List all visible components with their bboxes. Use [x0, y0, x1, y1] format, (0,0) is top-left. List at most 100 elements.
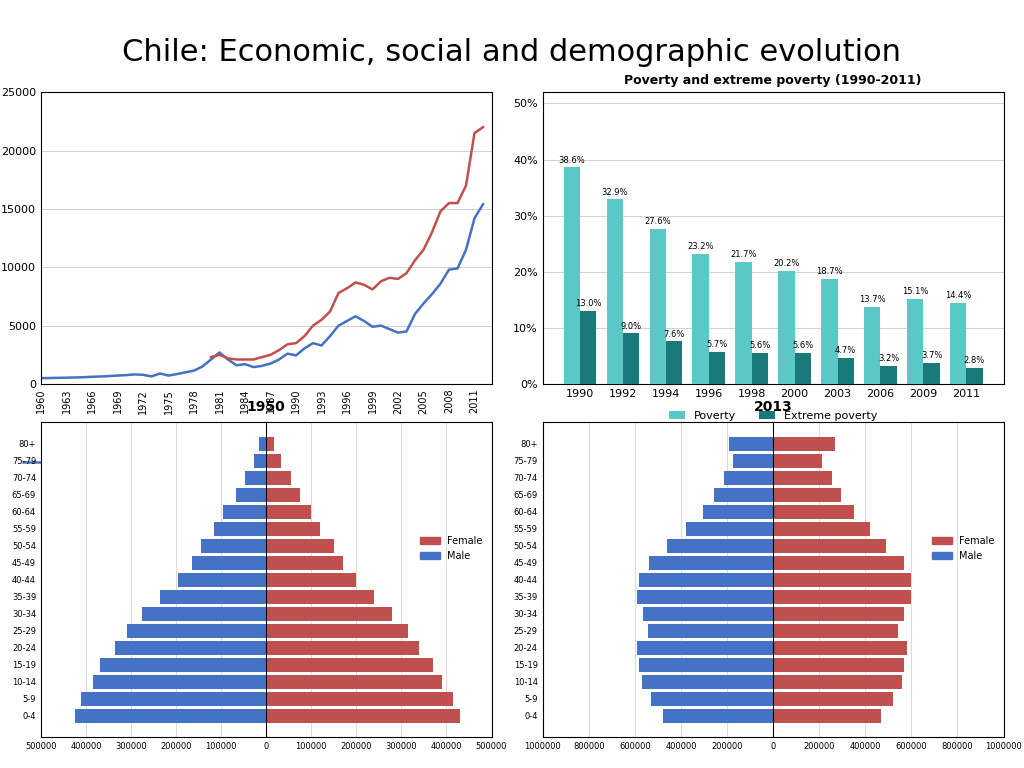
GNI per capita (PPP)	[298, 332, 310, 341]
GNI per capita (PPP)	[357, 280, 370, 290]
GNI per capita (PPP)	[205, 353, 217, 362]
Bar	[191, 555, 266, 570]
GNI per capita (PPP)	[452, 198, 464, 207]
Text: 2.8%: 2.8%	[964, 356, 985, 366]
GNI per capita (PPP)	[375, 276, 387, 286]
Bar	[692, 253, 709, 384]
GNI per capita (PPP)	[333, 288, 345, 297]
Bar	[266, 641, 420, 655]
Bar	[651, 691, 773, 706]
Bar	[778, 270, 795, 384]
Bar	[950, 303, 967, 384]
GNI per capita (PPP)	[256, 353, 268, 362]
Bar	[266, 437, 274, 451]
Bar	[773, 555, 904, 570]
Bar	[642, 674, 773, 689]
GNI per capita (PPP)	[434, 207, 446, 216]
Bar	[266, 573, 356, 587]
Bar	[773, 657, 904, 672]
Bar	[773, 691, 893, 706]
Bar	[715, 488, 773, 502]
GNI per capita (PPP)	[213, 350, 225, 359]
GNI per capita (PPP)	[282, 339, 294, 349]
Bar	[733, 454, 773, 468]
Bar	[773, 590, 911, 604]
Text: 20.2%: 20.2%	[773, 259, 800, 268]
Bar	[266, 454, 281, 468]
Bar	[647, 624, 773, 638]
Bar	[623, 333, 639, 384]
Bar	[666, 341, 682, 384]
Bar	[639, 657, 773, 672]
Bar	[266, 691, 454, 706]
Bar	[637, 641, 773, 655]
Title: Poverty and extreme poverty (1990-2011): Poverty and extreme poverty (1990-2011)	[625, 74, 922, 87]
Bar	[864, 307, 881, 384]
Text: 4.7%: 4.7%	[835, 346, 856, 355]
GNI per capita (PPP)	[264, 350, 276, 359]
Bar	[663, 709, 773, 723]
Bar	[773, 573, 911, 587]
Bar	[100, 657, 266, 672]
GNI per capita (PPP)	[460, 181, 472, 190]
GNI per capita (PPP)	[315, 315, 328, 324]
Bar	[178, 573, 266, 587]
Line: GDP per capita (current US$): GDP per capita (current US$)	[41, 204, 483, 378]
Bar	[773, 437, 836, 451]
Bar	[773, 471, 831, 485]
GNI per capita (PPP)	[367, 285, 379, 294]
Bar	[668, 538, 773, 553]
GNI per capita (PPP)	[349, 278, 361, 287]
Bar	[266, 538, 334, 553]
Bar	[907, 300, 924, 384]
Text: 38.6%: 38.6%	[558, 156, 585, 164]
Bar	[116, 641, 266, 655]
Bar	[649, 229, 666, 384]
Bar	[266, 674, 442, 689]
Bar	[881, 366, 897, 384]
Bar	[93, 674, 266, 689]
Bar	[245, 471, 266, 485]
Bar	[563, 167, 580, 384]
Bar	[773, 521, 870, 536]
GDP per capita (current US$)	[375, 321, 387, 330]
Bar	[266, 471, 291, 485]
GNI per capita (PPP)	[477, 123, 489, 132]
GDP per capita (current US$)	[35, 373, 47, 382]
Title: 1950: 1950	[247, 400, 286, 414]
Bar	[709, 352, 725, 384]
Bar	[773, 454, 821, 468]
GDP per capita (current US$)	[298, 344, 310, 353]
Bar	[266, 590, 375, 604]
Bar	[606, 200, 623, 384]
Bar	[214, 521, 266, 536]
GDP per capita (current US$)	[290, 351, 302, 360]
Bar	[924, 363, 940, 384]
Bar	[266, 607, 392, 621]
Text: 14.4%: 14.4%	[945, 291, 972, 300]
Text: 23.2%: 23.2%	[687, 242, 714, 251]
Text: 9.0%: 9.0%	[621, 322, 642, 331]
Bar	[75, 709, 266, 723]
Bar	[773, 488, 841, 502]
Bar	[795, 353, 811, 384]
GNI per capita (PPP)	[341, 283, 353, 293]
Text: 21.7%: 21.7%	[730, 250, 757, 260]
Line: GNI per capita (PPP): GNI per capita (PPP)	[211, 127, 483, 359]
Text: 32.9%: 32.9%	[601, 187, 628, 197]
Bar	[773, 624, 897, 638]
Text: Chile: Economic, social and demographic evolution: Chile: Economic, social and demographic …	[123, 38, 901, 68]
Text: 13.0%: 13.0%	[574, 300, 601, 308]
Text: 5.6%: 5.6%	[793, 341, 813, 349]
Bar	[266, 505, 311, 519]
Bar	[773, 607, 904, 621]
Bar	[266, 657, 433, 672]
Bar	[266, 555, 343, 570]
Text: 13.7%: 13.7%	[859, 296, 886, 304]
Bar	[580, 311, 596, 384]
Bar	[266, 521, 321, 536]
Text: 18.7%: 18.7%	[816, 267, 843, 276]
Legend: Female, Male: Female, Male	[417, 532, 486, 564]
Text: 3.7%: 3.7%	[921, 352, 942, 360]
GDP per capita (current US$)	[315, 341, 328, 350]
